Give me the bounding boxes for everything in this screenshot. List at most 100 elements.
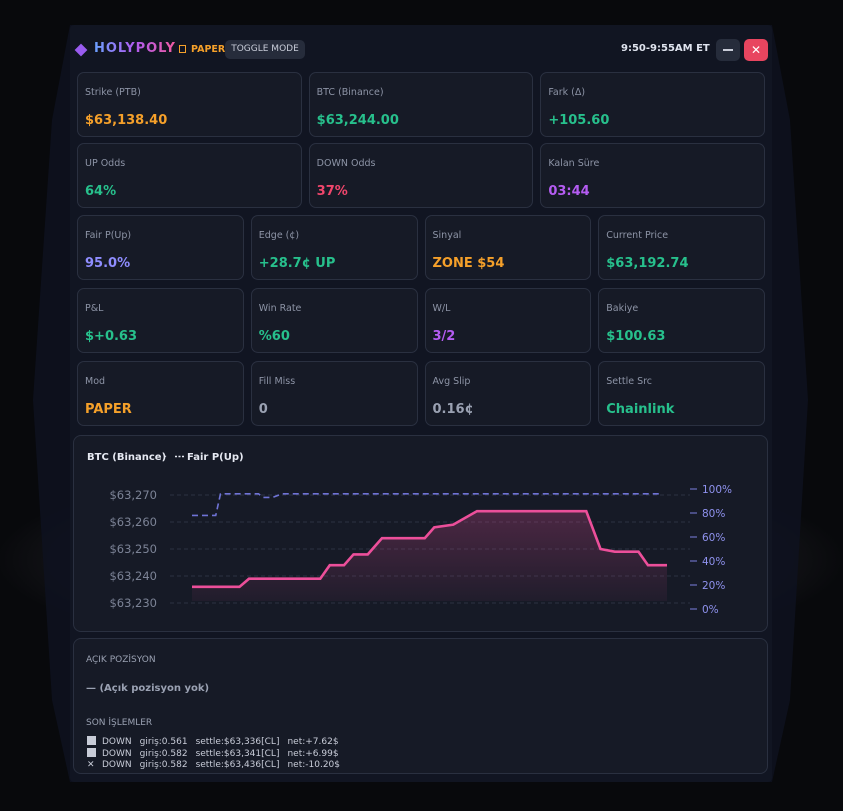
card-value: 95.0% <box>85 256 131 271</box>
trade-settle: settle:$63,336[CL] <box>195 737 280 747</box>
card-label: Bakiye <box>606 303 639 314</box>
stat-card: P&L $+0.63 <box>77 288 244 353</box>
close-button[interactable]: ✕ <box>744 39 768 61</box>
stat-card: W/L 3/2 <box>424 288 592 353</box>
stat-card: UP Odds 64% <box>77 143 302 208</box>
trade-settle: settle:$63,436[CL] <box>195 760 280 770</box>
card-value: $63,138.40 <box>85 113 168 128</box>
stat-card: Win Rate %60 <box>250 288 418 353</box>
price-line <box>192 509 667 589</box>
paper-icon <box>179 45 186 53</box>
mode-badge: PAPER <box>191 44 226 55</box>
trade-row: ✕ DOWN giriş:0.582 settle:$63,436[CL] net:-1… <box>87 760 348 771</box>
stat-card: Strike (PTB) $63,138.40 <box>77 72 302 137</box>
y2-tick-label: 100% <box>702 484 732 496</box>
card-label: Settle Src <box>606 376 653 387</box>
card-label: Kalan Süre <box>548 158 600 169</box>
trade-settle: settle:$63,341[CL] <box>195 749 280 759</box>
y-tick-label: $63,260 <box>109 515 157 529</box>
positions-empty: — (Açık pozisyon yok) <box>86 683 210 694</box>
minimize-button[interactable] <box>716 39 740 61</box>
trade-net: net:+6.99$ <box>287 749 339 759</box>
card-label: DOWN Odds <box>316 158 376 169</box>
card-value: +28.7¢ UP <box>258 256 336 271</box>
card-value: 3/2 <box>432 329 456 344</box>
time-window: 9:50-9:55AM ET <box>621 43 710 54</box>
stat-card: Avg Slip 0.16¢ <box>424 361 592 426</box>
card-value: 0.16¢ <box>432 402 474 417</box>
stat-card: BTC (Binance) $63,244.00 <box>308 72 534 137</box>
trade-row: DOWN giriş:0.561 settle:$63,336[CL] net:+7.… <box>87 736 347 747</box>
card-label: UP Odds <box>85 158 126 169</box>
brand: HOLYPOLY <box>94 41 176 56</box>
trade-net: net:-10.20$ <box>287 760 341 770</box>
y-tick-label: $63,270 <box>109 488 157 502</box>
y2-tick-label: 80% <box>702 508 725 520</box>
stat-card: Kalan Süre 03:44 <box>540 143 765 208</box>
card-value: %60 <box>258 329 290 344</box>
area-fill <box>192 511 667 601</box>
card-label: Current Price <box>606 230 669 241</box>
stat-card: Fair P(Up) 95.0% <box>77 215 244 280</box>
trade-entry: giriş:0.561 <box>139 737 188 747</box>
card-label: Avg Slip <box>432 376 471 387</box>
positions-title: AÇIK POZİSYON <box>86 655 156 665</box>
stat-card: Fill Miss 0 <box>250 361 418 426</box>
cross-icon: ✕ <box>87 760 95 770</box>
card-value: 64% <box>85 184 117 199</box>
stat-card: Edge (¢) +28.7¢ UP <box>250 215 418 280</box>
card-label: P&L <box>85 303 104 314</box>
y2-tick-label: 40% <box>702 556 725 568</box>
legend-label: BTC (Binance) <box>87 452 166 463</box>
stat-card: Settle Src Chainlink <box>598 361 765 426</box>
stat-card: DOWN Odds 37% <box>308 143 534 208</box>
card-label: Strike (PTB) <box>85 87 141 98</box>
trade-side: DOWN <box>102 737 132 747</box>
card-label: Sinyal <box>432 230 462 241</box>
positions-panel <box>73 638 768 774</box>
trade-side: DOWN <box>102 749 132 759</box>
stat-card: Current Price $63,192.74 <box>598 215 765 280</box>
card-value: $63,192.74 <box>606 256 689 271</box>
card-label: Fark (Δ) <box>548 87 586 98</box>
card-value: 03:44 <box>548 184 590 199</box>
card-label: Fair P(Up) <box>85 230 132 241</box>
y-tick-label: $63,230 <box>109 596 157 610</box>
card-value: Chainlink <box>606 402 675 417</box>
y2-tick-label: 60% <box>702 532 725 544</box>
card-value: +105.60 <box>548 113 610 128</box>
card-value: $63,244.00 <box>316 113 399 128</box>
card-value: ZONE $54 <box>432 256 505 271</box>
trade-side: DOWN <box>102 760 132 770</box>
summary-cards: Strike (PTB) $63,138.40 BTC (Binance) $63,2… <box>77 72 765 208</box>
card-value: $+0.63 <box>85 329 138 344</box>
card-value: 37% <box>316 184 348 199</box>
card-label: Mod <box>85 376 106 387</box>
stat-card: Bakiye $100.63 <box>598 288 765 353</box>
card-label: Win Rate <box>258 303 302 314</box>
card-label: W/L <box>432 303 451 314</box>
stats-cards: Fair P(Up) 95.0% Edge (¢) +28.7¢ UP Sinyal ZO… <box>77 215 765 426</box>
trade-entry: giriş:0.582 <box>139 760 188 770</box>
trade-row: DOWN giriş:0.582 settle:$63,341[CL] net:+6.… <box>87 748 347 759</box>
y2-tick-label: 20% <box>702 580 725 592</box>
y-tick-label: $63,250 <box>109 542 157 556</box>
card-label: BTC (Binance) <box>316 87 384 98</box>
legend-label: Fair P(Up) <box>187 452 244 463</box>
y-tick-label: $63,240 <box>109 569 157 583</box>
toggle-mode-button[interactable]: TOGGLE MODE <box>225 40 305 59</box>
trade-net: net:+7.62$ <box>287 737 339 747</box>
check-icon <box>87 736 96 745</box>
trade-entry: giriş:0.582 <box>139 749 188 759</box>
probability-line <box>192 493 663 517</box>
legend-separator: · <box>164 452 167 463</box>
stat-card: Sinyal ZONE $54 <box>424 215 592 280</box>
y2-tick-label: 0% <box>702 604 719 616</box>
trades-title: SON İŞLEMLER <box>86 718 153 728</box>
check-icon <box>87 748 96 757</box>
card-label: Fill Miss <box>258 376 296 387</box>
card-value: PAPER <box>85 402 132 417</box>
stat-card: Fark (Δ) +105.60 <box>540 72 765 137</box>
